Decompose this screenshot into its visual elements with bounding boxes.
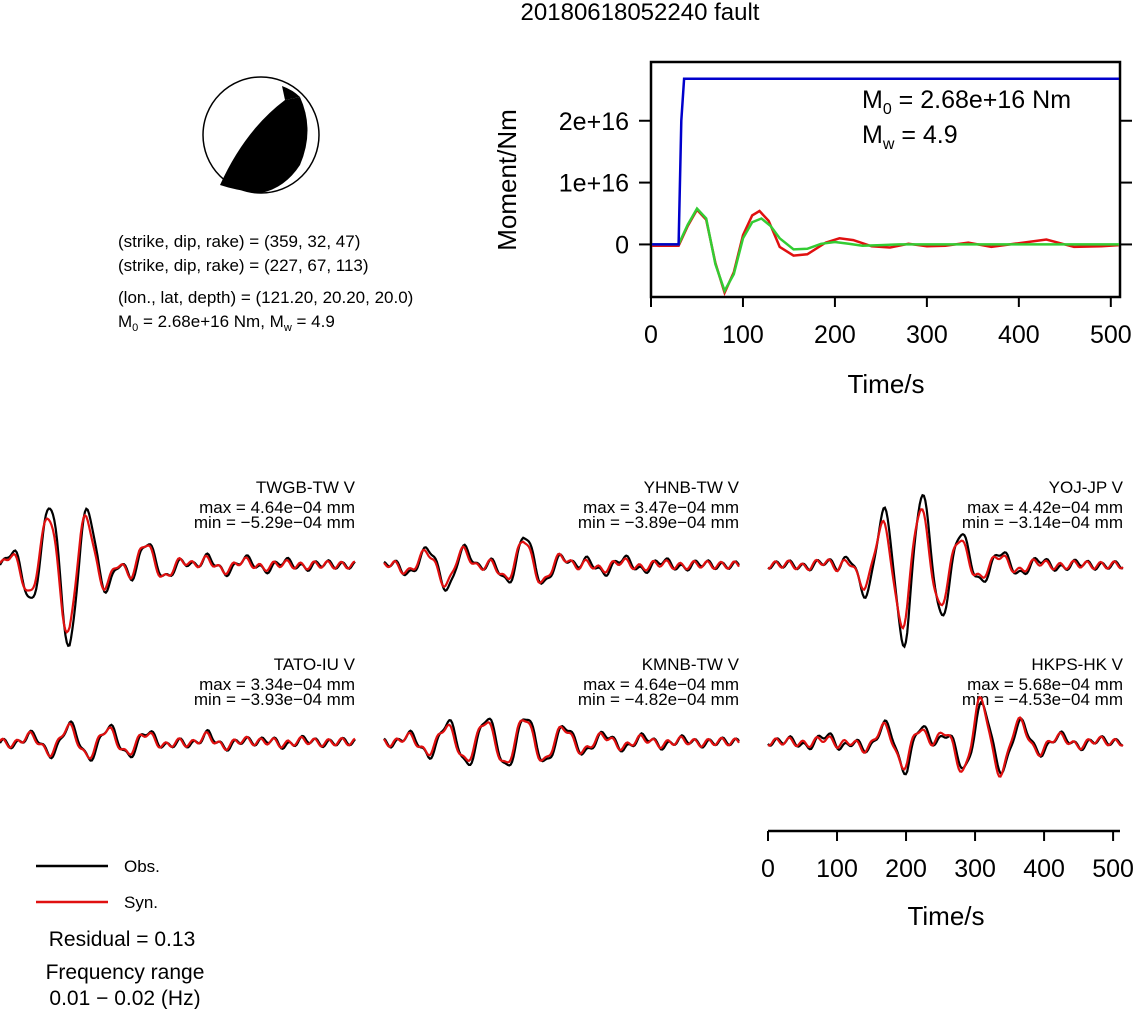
beachball-compressional-quadrant [220, 97, 308, 193]
max-amplitude-label: max = 5.68e−04 mm [967, 675, 1123, 694]
stf-x-tick-label: 500 [1090, 321, 1132, 349]
obs-trace [767, 700, 1124, 776]
residual-text: Residual = 0.13 [49, 928, 196, 951]
waveform-x-tick-label: 500 [1092, 855, 1134, 883]
stf-series-0 [652, 77, 1119, 246]
legend-obs-label: Obs. [124, 857, 160, 876]
station-label: KMNB-TW V [642, 655, 740, 674]
waveform-x-tick-label: 200 [885, 855, 927, 883]
waveform-time-axis: 0 100 200 300 400 500 [761, 829, 1134, 883]
waveform-x-tick-label: 400 [1023, 855, 1065, 883]
syn-trace [0, 722, 356, 760]
mw-suffix: = 4.9 [292, 312, 335, 331]
location-text: (lon., lat, depth) = (121.20, 20.20, 20.… [118, 288, 413, 307]
stf-x-tick-label: 300 [906, 321, 948, 349]
mw-sub: w [283, 322, 292, 334]
waveform-x-tick-label: 300 [954, 855, 996, 883]
moment-magnitude-text: M0 = 2.68e+16 Nm, Mw = 4.9 [118, 312, 335, 334]
stf-mw-value: = 4.9 [894, 121, 957, 149]
stf-m0-annotation: M0 = 2.68e+16 Nm [862, 86, 1071, 118]
stf-series-2 [652, 206, 1119, 294]
max-amplitude-label: max = 4.42e−04 mm [967, 498, 1123, 517]
stf-x-axis: 0 100 200 300 400 500 [644, 297, 1132, 349]
stf-mw-sub: w [882, 136, 895, 153]
stf-y-label: Moment/Nm [492, 109, 522, 251]
waveform-x-tick-label: 0 [761, 855, 775, 883]
stf-chart: 0 1e+16 2e+16 0 100 200 300 400 500 Moment/Nm T… [492, 60, 1132, 399]
legend-syn-label: Syn. [124, 893, 158, 912]
stf-x-tick-label: 400 [998, 321, 1040, 349]
max-amplitude-label: max = 3.34e−04 mm [199, 675, 355, 694]
syn-trace [767, 695, 1124, 778]
stf-x-tick-label: 100 [722, 321, 764, 349]
stf-x-label: Time/s [847, 369, 924, 399]
plane1-text: (strike, dip, rake) = (359, 32, 47) [118, 232, 360, 251]
stf-x-tick-label: 0 [644, 321, 658, 349]
min-amplitude-label: min = −3.89e−04 mm [578, 513, 739, 532]
frequency-range-title: Frequency range [46, 961, 205, 984]
moment-sub: 0 [132, 322, 138, 334]
syn-trace [0, 513, 356, 634]
station-label: TWGB-TW V [256, 478, 356, 497]
beachball-compressional-cap [282, 86, 300, 100]
station-label: YHNB-TW V [644, 478, 740, 497]
waveform-x-label: Time/s [907, 901, 984, 931]
frequency-range-value: 0.01 − 0.02 (Hz) [49, 987, 200, 1009]
stf-y-tick-label: 0 [615, 231, 629, 259]
stf-plot-frame [649, 60, 1122, 299]
stf-y-tick-label: 1e+16 [559, 170, 629, 198]
stf-series-group [652, 77, 1119, 296]
stf-m0-value: = 2.68e+16 Nm [892, 86, 1071, 114]
waveform-x-tick-label: 100 [816, 855, 858, 883]
min-amplitude-label: min = −3.14e−04 mm [962, 513, 1123, 532]
stf-m0-prefix: M [862, 86, 883, 114]
legend: Obs. Syn. [36, 857, 160, 912]
min-amplitude-label: min = −3.93e−04 mm [194, 690, 355, 709]
max-amplitude-label: max = 3.47e−04 mm [583, 498, 739, 517]
min-amplitude-label: min = −4.53e−04 mm [962, 690, 1123, 709]
station-label: YOJ-JP V [1049, 478, 1124, 497]
stf-y-tick-label: 2e+16 [559, 108, 629, 136]
max-amplitude-label: max = 4.64e−04 mm [199, 498, 355, 517]
stf-y-axis: 0 1e+16 2e+16 [559, 108, 1132, 259]
moment-suffix: = 2.68e+16 Nm, M [138, 312, 284, 331]
stf-mw-annotation: Mw = 4.9 [862, 121, 958, 153]
syn-trace [383, 719, 740, 764]
moment-prefix: M [118, 312, 132, 331]
beachball-icon [202, 76, 320, 194]
station-label: TATO-IU V [274, 655, 356, 674]
figure-title: 20180618052240 fault [521, 0, 760, 26]
min-amplitude-label: min = −5.29e−04 mm [194, 513, 355, 532]
station-label: HKPS-HK V [1031, 655, 1123, 674]
stf-m0-sub: 0 [883, 101, 892, 118]
syn-trace [767, 508, 1124, 630]
stf-mw-prefix: M [862, 121, 883, 149]
plane2-text: (strike, dip, rake) = (227, 67, 113) [118, 256, 369, 275]
syn-trace [383, 540, 740, 589]
min-amplitude-label: min = −4.82e−04 mm [578, 690, 739, 709]
max-amplitude-label: max = 4.64e−04 mm [583, 675, 739, 694]
stf-x-tick-label: 200 [814, 321, 856, 349]
